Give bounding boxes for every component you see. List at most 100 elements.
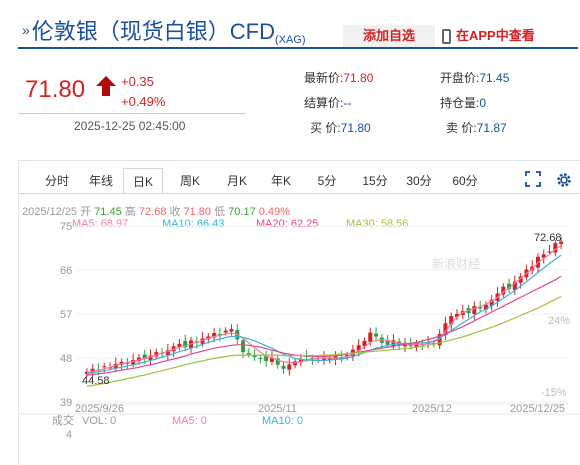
field-bid: 买 价:71.80 (310, 121, 371, 135)
instrument-code: (XAG) (275, 34, 306, 46)
candle-body (472, 306, 477, 314)
y-tick-label: 66 (60, 265, 72, 277)
max-price-label: 72.68 (534, 232, 562, 244)
y-tick-label: 57 (60, 309, 72, 321)
x-tick-label: 2025/9/26 (75, 403, 124, 415)
tab-2[interactable]: 日K (123, 168, 163, 194)
x-tick-label: 2025/12/25 (510, 403, 565, 415)
candle-body (327, 358, 332, 360)
tab-6[interactable]: 5分 (317, 174, 337, 188)
candle-body (252, 355, 257, 358)
vol-legend: VOL: 0 (82, 415, 116, 427)
candle-body (177, 343, 182, 348)
add-to-watchlist-button[interactable]: 添加自选 (343, 25, 435, 47)
candle-body (512, 281, 517, 291)
candle-body (264, 355, 269, 361)
tab-1[interactable]: 年线 (88, 174, 113, 188)
candle-body (391, 340, 396, 346)
x-tick-label: 2025/12 (412, 403, 452, 415)
candle-body (142, 354, 147, 359)
field-open-interest: 持仓量:0 (440, 96, 487, 110)
candle-body (217, 334, 222, 336)
candle-body (200, 338, 205, 344)
candle-body (183, 340, 188, 348)
candle-body (559, 241, 564, 245)
candle-body (362, 340, 367, 347)
page-title: »伦敦银（现货白银）CFD(XAG) (22, 14, 306, 46)
candle-body (374, 333, 379, 337)
right-tick-label: 24% (548, 315, 570, 327)
field-ask: 卖 价:71.87 (446, 121, 507, 135)
tab-0[interactable]: 分时 (44, 174, 69, 188)
candle-body (368, 332, 373, 342)
up-arrow-icon (96, 76, 116, 96)
y-tick-label: 48 (60, 353, 72, 365)
candle-body (246, 353, 251, 355)
candle-body (212, 333, 217, 338)
candle-body (385, 339, 390, 345)
candle-body (154, 352, 159, 357)
chart-panel (18, 160, 580, 465)
candle-body (165, 350, 170, 356)
field-last: 最新价:71.80 (304, 71, 374, 85)
candle-body (443, 323, 448, 336)
ma10-line (86, 254, 562, 375)
double-chevron-icon: » (22, 22, 30, 38)
open-in-app-label: 在APP中查看 (456, 28, 535, 43)
tab-7[interactable]: 15分 (362, 174, 388, 188)
ma-legend-item: MA20: 62.25 (256, 218, 319, 230)
candle-body (339, 357, 344, 360)
candle-body (287, 364, 292, 370)
gear-icon[interactable] (555, 171, 573, 189)
candle-body (455, 314, 460, 317)
candle-body (437, 334, 442, 346)
ma-legend-item: MA5: 68.97 (72, 218, 129, 230)
candle-body (322, 357, 326, 361)
watermark: 新浪财经 (432, 256, 480, 271)
candle-body (501, 286, 506, 295)
field-open: 开盘价:71.45 (440, 71, 510, 85)
candle-body (356, 345, 361, 351)
candle-body (298, 358, 303, 363)
tab-5[interactable]: 年K (270, 174, 291, 188)
change-value: +0.35 (121, 74, 154, 89)
tab-4[interactable]: 月K (226, 174, 247, 188)
quote-time: 2025-12-25 02:45:00 (74, 119, 186, 133)
candle-body (281, 365, 286, 369)
candle-body (102, 366, 107, 368)
instrument-name: 伦敦银（现货白银）CFD (31, 19, 276, 44)
tab-9[interactable]: 60分 (452, 174, 478, 188)
candle-body (478, 307, 483, 309)
ma-legend-item: MA10: 66.43 (162, 218, 225, 230)
candle-body (258, 358, 263, 359)
tab-3[interactable]: 周K (179, 174, 200, 188)
candle-body (131, 359, 136, 365)
candle-body (125, 362, 130, 364)
volume-label: 成交 (52, 413, 74, 427)
candle-body (84, 371, 89, 375)
candle-body (553, 243, 558, 253)
tab-8[interactable]: 30分 (406, 174, 432, 188)
ma20-line (86, 275, 562, 376)
candle-body (518, 276, 523, 283)
ma5-line (86, 245, 562, 374)
x-tick-label: 2025/11 (258, 403, 297, 415)
candle-body (275, 358, 280, 365)
right-tick-label: -15% (541, 387, 567, 399)
last-price: 71.80 (25, 76, 86, 103)
candle-body (241, 340, 246, 353)
tab-divider (18, 193, 580, 194)
field-settle: 结算价:-- (304, 96, 352, 110)
price-change: +0.35 +0.49% (121, 72, 165, 112)
y-tick-label: 39 (60, 397, 72, 409)
divider (18, 113, 246, 114)
candle-body (345, 355, 350, 357)
fullscreen-icon[interactable] (525, 171, 541, 187)
candle-body (449, 315, 454, 325)
candle-body (483, 304, 488, 310)
candle-body (136, 357, 141, 361)
open-in-app-link[interactable]: 在APP中查看 (442, 25, 535, 47)
candle-body (489, 299, 494, 306)
volume-axis-label: 4 (66, 429, 72, 441)
